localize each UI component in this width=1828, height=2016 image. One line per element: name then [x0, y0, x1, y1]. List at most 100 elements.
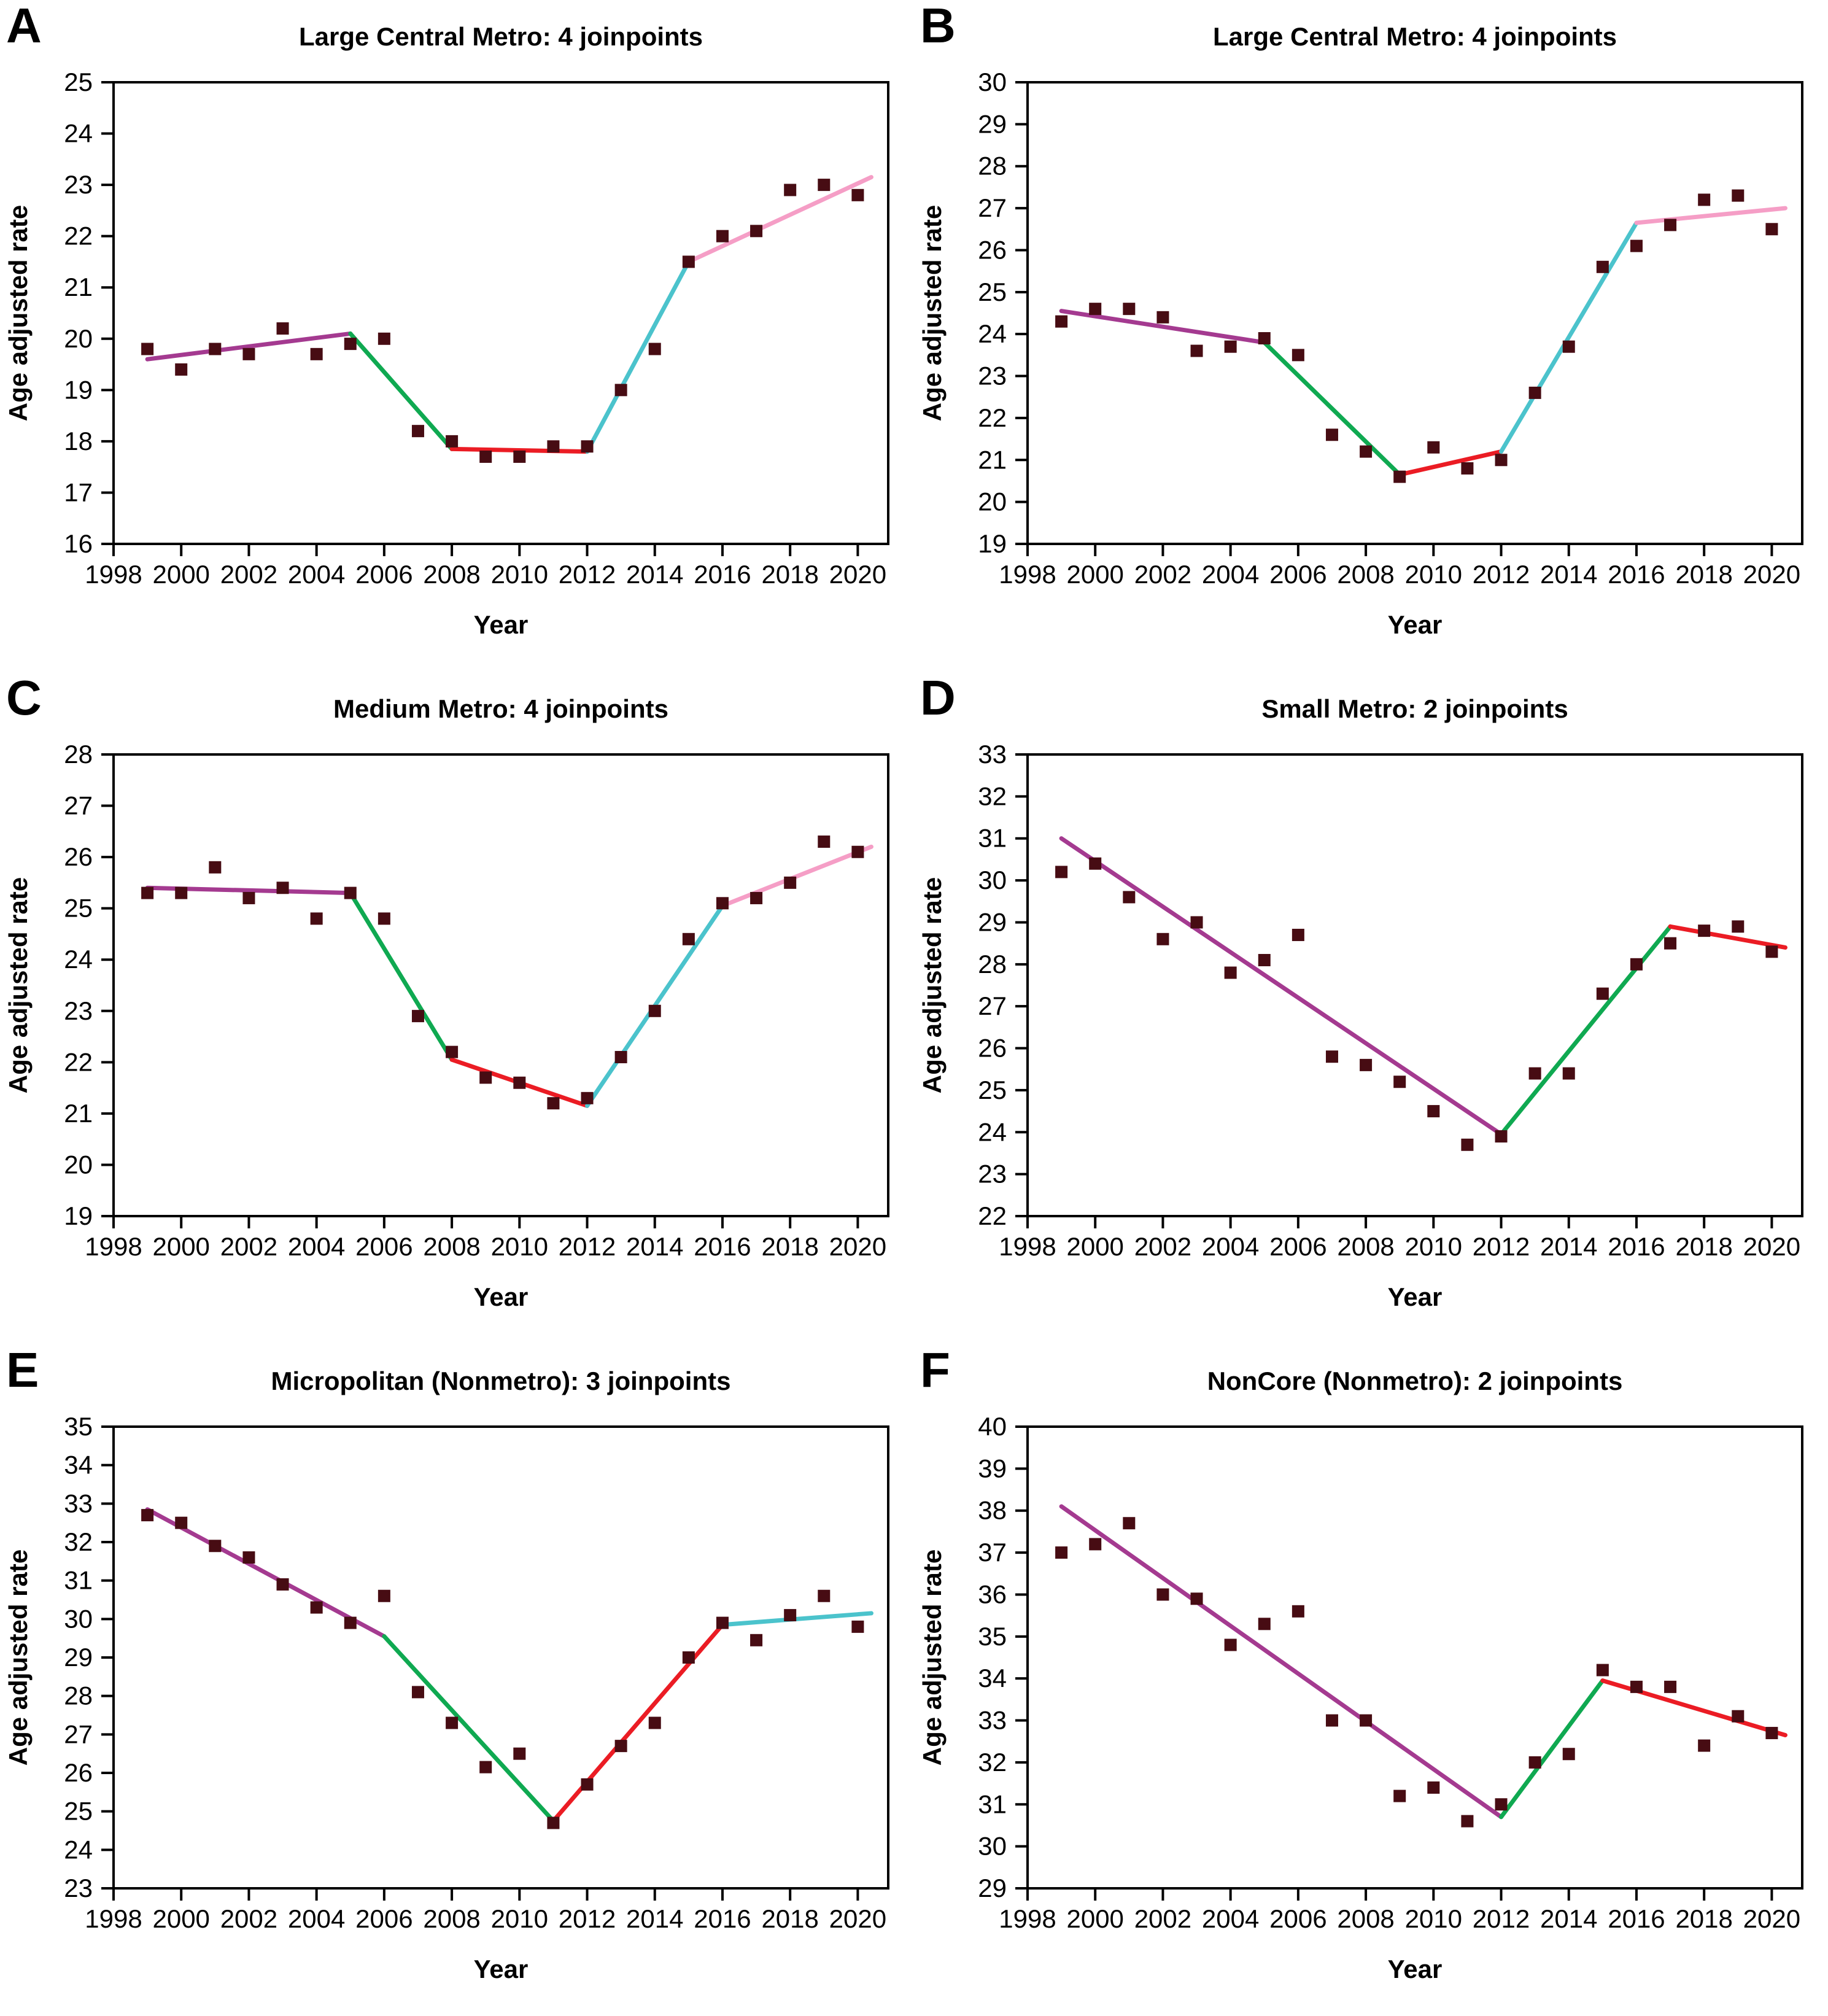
data-point [1360, 445, 1373, 458]
y-tick-label: 33 [978, 740, 1007, 769]
data-point [1461, 1138, 1474, 1151]
data-point [1224, 340, 1237, 353]
data-point [750, 891, 763, 904]
data-point [344, 1616, 357, 1629]
x-axis-title: Year [1388, 1955, 1443, 1983]
y-tick-label: 34 [64, 1451, 93, 1479]
y-tick-label: 30 [978, 866, 1007, 894]
data-point [614, 1050, 627, 1063]
panel-e: E Micropolitan (Nonmetro): 3 joinpoints … [0, 1344, 914, 2016]
x-tick-label: 2008 [1337, 1904, 1394, 1933]
y-tick-label: 36 [978, 1580, 1007, 1608]
y-tick-label: 30 [978, 1832, 1007, 1861]
data-point [1664, 1680, 1677, 1693]
y-axis-title: Age adjusted rate [918, 877, 947, 1093]
y-tick-label: 35 [978, 1622, 1007, 1651]
panel-title: Micropolitan (Nonmetro): 3 joinpoints [271, 1367, 731, 1395]
panel-letter: A [6, 0, 42, 53]
joinpoint-chart: 19 20 21 22 23 24 25 26 27 28 29 30 1998 2000 2002 2004… [918, 68, 1803, 639]
x-tick-label: 2014 [1540, 1232, 1597, 1261]
y-tick-label: 20 [978, 487, 1007, 516]
x-tick-label: 2012 [559, 1232, 616, 1261]
data-point [378, 1589, 390, 1602]
data-point [1123, 303, 1136, 316]
x-tick-label: 2012 [559, 560, 616, 589]
x-tick-label: 2008 [423, 1904, 480, 1933]
data-point [648, 343, 661, 355]
y-tick-label: 24 [64, 119, 93, 148]
x-tick-label: 2006 [1269, 560, 1326, 589]
data-point [716, 1616, 729, 1629]
y-tick-label: 22 [978, 403, 1007, 432]
data-point [1055, 866, 1068, 878]
x-tick-label: 2016 [1608, 1232, 1665, 1261]
x-tick-label: 2000 [1066, 1232, 1123, 1261]
data-point [682, 932, 695, 945]
y-tick-label: 23 [978, 362, 1007, 390]
data-point [784, 184, 797, 196]
data-point [648, 1716, 661, 1729]
data-point [1630, 239, 1643, 252]
x-tick-label: 2010 [1405, 1904, 1462, 1933]
y-tick-label: 20 [64, 1150, 93, 1179]
x-tick-label: 1998 [999, 560, 1056, 589]
panel-title: Large Central Metro: 4 joinpoints [1212, 22, 1617, 51]
trend-segment-green [1499, 924, 1673, 1137]
plot-box [112, 81, 889, 545]
x-tick-label: 2020 [1743, 1232, 1800, 1261]
data-point [141, 343, 154, 355]
data-point [1224, 1638, 1237, 1651]
data-point [1765, 1727, 1778, 1740]
trend-segment-pink [686, 175, 873, 264]
y-tick-label: 21 [64, 273, 93, 301]
trend-segment-cyan [720, 1611, 873, 1627]
x-tick-label: 2018 [1675, 1232, 1732, 1261]
trend-segment-green [1499, 1678, 1605, 1820]
y-tick-label: 27 [978, 991, 1007, 1020]
y-tick-label: 22 [64, 1047, 93, 1076]
y-tick-label: 38 [978, 1496, 1007, 1525]
x-tick-label: 2002 [220, 1904, 277, 1933]
joinpoint-chart: 29 30 31 32 33 34 35 36 37 38 39 40 1998 2000 2002 2004… [918, 1412, 1803, 1983]
y-tick-label: 30 [64, 1604, 93, 1633]
data-point [446, 1716, 459, 1729]
data-point [1156, 311, 1169, 324]
data-point [141, 1509, 154, 1522]
data-point [1123, 1517, 1136, 1530]
panel-b: B Large Central Metro: 4 joinpoints 19 20… [914, 0, 1828, 672]
x-tick-label: 2018 [1675, 1904, 1732, 1933]
y-tick-label: 20 [64, 324, 93, 353]
y-tick-label: 32 [64, 1527, 93, 1556]
y-tick-label: 25 [978, 277, 1007, 306]
data-point [648, 1004, 661, 1017]
y-tick-label: 26 [978, 235, 1007, 264]
panel-d: D Small Metro: 2 joinpoints 22 23 24 25 26 27… [914, 672, 1828, 1344]
y-tick-label: 31 [978, 824, 1007, 853]
trend-segment-cyan [1499, 220, 1639, 454]
y-tick-label: 25 [64, 1797, 93, 1826]
data-point [614, 1740, 627, 1753]
data-point [411, 1010, 424, 1023]
joinpoint-chart: 19 20 21 22 23 24 25 26 27 28 1998 2000 2002 2004 2006… [4, 740, 889, 1311]
y-tick-label: 28 [978, 152, 1007, 180]
x-tick-label: 2020 [829, 1904, 886, 1933]
trend-segment-red [551, 1622, 725, 1823]
data-point [209, 861, 222, 874]
y-tick-label: 24 [978, 319, 1007, 348]
data-point [479, 1071, 492, 1084]
y-tick-label: 22 [978, 1201, 1007, 1230]
data-point [1427, 441, 1440, 454]
trend-segment-green [348, 331, 454, 451]
data-point [818, 1589, 831, 1602]
x-tick-label: 2018 [761, 1904, 818, 1933]
y-tick-label: 37 [978, 1538, 1007, 1567]
data-point [614, 384, 627, 397]
joinpoint-chart: 23 24 25 26 27 28 29 30 31 32 33 34 35 1998 2000 2002 20… [4, 1412, 889, 1983]
trend-segment-green [382, 1634, 556, 1823]
data-point [276, 322, 289, 335]
data-point [1698, 1739, 1711, 1752]
data-point [1765, 945, 1778, 958]
x-tick-label: 2006 [355, 1904, 412, 1933]
data-point [682, 1651, 695, 1664]
data-point [1258, 953, 1271, 966]
